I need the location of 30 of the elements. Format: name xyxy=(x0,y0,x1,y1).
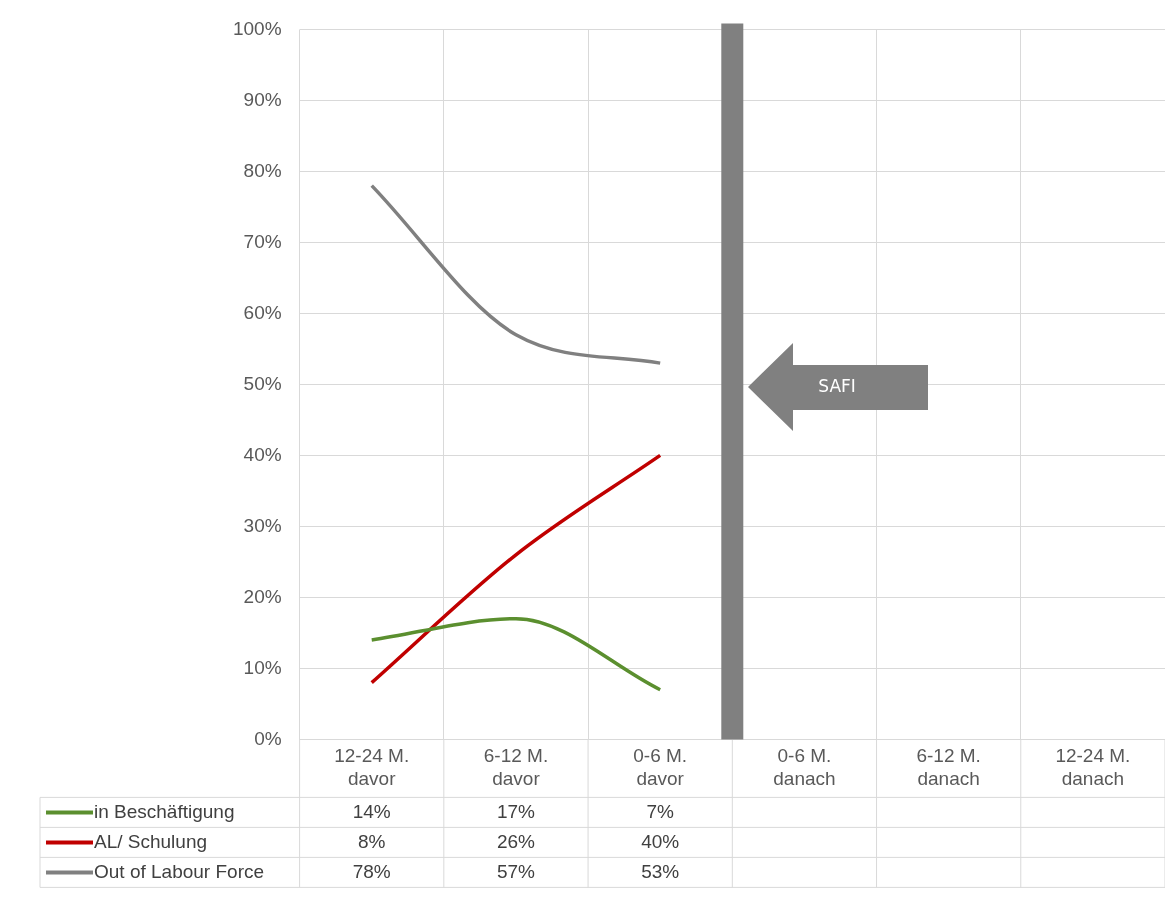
data-label: 40% xyxy=(641,830,680,852)
y-tick-label: 60% xyxy=(243,301,282,323)
y-tick-label: 0% xyxy=(254,727,282,749)
x-tick-label: 0-6 M. danach xyxy=(773,745,836,789)
data-label: 8% xyxy=(357,830,386,852)
y-tick-label: 50% xyxy=(243,372,282,394)
y-tick-label: 90% xyxy=(243,88,282,110)
x-tick-label: 6-12 M. davor xyxy=(483,745,549,789)
legend-label: Out of Labour Force xyxy=(94,860,265,882)
y-tick-label: 40% xyxy=(243,443,282,465)
x-tick-label: 12-24 M. danach xyxy=(1055,745,1131,789)
y-tick-label: 20% xyxy=(243,585,282,607)
y-tick-label: 10% xyxy=(243,656,282,678)
y-tick-label: 30% xyxy=(243,514,282,536)
legend-label: in Beschäftigung xyxy=(94,800,235,822)
data-label: 7% xyxy=(646,800,675,822)
x-tick-label: 12-24 M. davor xyxy=(334,745,410,789)
x-tick-label: 0-6 M. davor xyxy=(633,745,688,789)
y-tick-label: 100% xyxy=(232,17,282,39)
y-tick-label: 80% xyxy=(243,159,282,181)
data-label: 14% xyxy=(352,800,391,822)
data-label: 26% xyxy=(496,830,536,852)
annotation: SAFI xyxy=(818,376,856,397)
data-label: 17% xyxy=(496,800,536,822)
data-label: 78% xyxy=(352,860,391,882)
x-tick-label: 6-12 M. danach xyxy=(916,745,981,789)
y-tick-label: 70% xyxy=(243,230,282,252)
data-label: 57% xyxy=(496,860,536,882)
data-label: 53% xyxy=(641,860,680,882)
legend-label: AL/ Schulung xyxy=(94,830,208,852)
